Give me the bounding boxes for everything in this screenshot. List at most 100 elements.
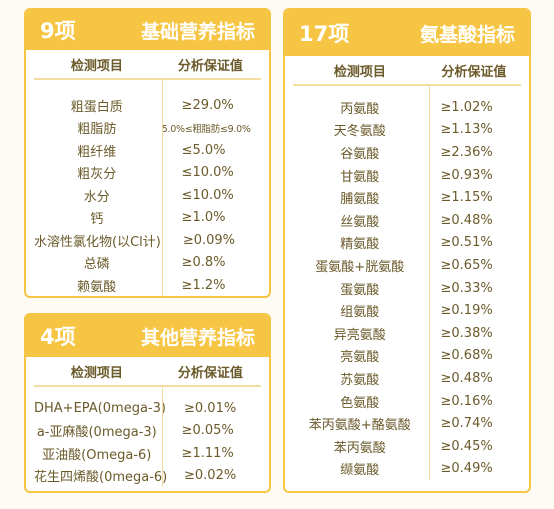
item-value: ≥1.13% bbox=[440, 122, 493, 138]
item-name: 亮氨酸 bbox=[340, 350, 380, 366]
table-row: 色氨酸 ≥0.16% bbox=[293, 390, 521, 413]
card-title: 氨基酸指标 bbox=[419, 23, 515, 46]
item-name: 水溶性氯化物(以Cl计) bbox=[34, 234, 161, 250]
item-value: ≤10.0% bbox=[181, 165, 234, 181]
item-value: ≥0.68% bbox=[440, 348, 493, 364]
item-name: 丙氨酸 bbox=[340, 101, 380, 117]
column-value-label: 分析保证值 bbox=[177, 365, 243, 381]
item-name: 水分 bbox=[83, 189, 110, 205]
item-value: ≥1.11% bbox=[181, 445, 234, 461]
item-name: 花生四烯酸(0mega-6) bbox=[34, 470, 168, 486]
item-name: 精氨酸 bbox=[340, 237, 380, 253]
item-name: 粗蛋白质 bbox=[70, 99, 123, 115]
card-header: 9项 基础营养指标 bbox=[26, 10, 269, 50]
item-value: ≥0.49% bbox=[440, 461, 493, 477]
card-header: 17项 氨基酸指标 bbox=[285, 10, 529, 56]
table-row: 钙 ≥1.0% bbox=[34, 207, 261, 230]
item-name: 总磷 bbox=[83, 257, 110, 273]
item-value: ≥0.19% bbox=[440, 303, 493, 319]
column-header: 检测项目 分析保证值 bbox=[34, 357, 261, 387]
item-name: 苯丙氨酸+酪氨酸 bbox=[308, 418, 411, 434]
column-item-label: 检测项目 bbox=[70, 58, 123, 74]
item-name: 异亮氨酸 bbox=[333, 327, 386, 343]
column-value-label: 分析保证值 bbox=[441, 64, 507, 80]
item-value: ≥0.33% bbox=[440, 280, 493, 296]
table-row: 脯氨酸 ≥1.15% bbox=[293, 186, 521, 209]
column-divider bbox=[162, 80, 163, 296]
item-name: 谷氨酸 bbox=[340, 146, 380, 162]
item-count: 17项 bbox=[299, 22, 350, 46]
item-name: 苏氨酸 bbox=[340, 372, 380, 388]
table-row: 异亮氨酸 ≥0.38% bbox=[293, 322, 521, 345]
table-row: 甘氨酸 ≥0.93% bbox=[293, 164, 521, 187]
item-name: a-亚麻酸(0mega-3) bbox=[36, 425, 157, 441]
column-header: 检测项目 分析保证值 bbox=[34, 50, 261, 80]
table-row: 粗纤维 ≤5.0% bbox=[34, 139, 261, 162]
table-row: 水溶性氯化物(以Cl计) ≥0.09% bbox=[34, 229, 261, 252]
table-row: a-亚麻酸(0mega-3) ≥0.05% bbox=[34, 420, 261, 443]
item-value: ≥1.2% bbox=[181, 277, 226, 293]
item-value: ≤5.0% bbox=[181, 142, 226, 158]
table-row: 组氨酸 ≥0.19% bbox=[293, 299, 521, 322]
amino-table: 丙氨酸 ≥1.02% 天冬氨酸 ≥1.13% 谷氨酸 ≥2.36% 甘氨酸 ≥0.93%… bbox=[293, 86, 521, 481]
item-value: ≥0.8% bbox=[181, 255, 226, 271]
item-name: 缬氨酸 bbox=[340, 463, 380, 479]
table-row: 粗脂肪 5.0%≤粗脂肪≤9.0% bbox=[34, 117, 261, 140]
item-name: 粗纤维 bbox=[77, 144, 117, 160]
table-row: 赖氨酸 ≥1.2% bbox=[34, 274, 261, 296]
table-row: 谷氨酸 ≥2.36% bbox=[293, 141, 521, 164]
column-value-label: 分析保证值 bbox=[177, 58, 243, 74]
item-count: 9项 bbox=[40, 19, 76, 43]
item-name: 甘氨酸 bbox=[340, 169, 380, 185]
basic-nutrition-card: 9项 基础营养指标 检测项目 分析保证值 粗蛋白质 ≥29.0% 粗脂肪 5.0%≤… bbox=[24, 8, 271, 298]
item-value: ≥29.0% bbox=[181, 97, 234, 113]
item-value: ≥0.05% bbox=[181, 423, 234, 439]
item-value: ≥0.38% bbox=[440, 325, 493, 341]
item-value: ≤10.0% bbox=[181, 187, 234, 203]
item-name: 粗脂肪 bbox=[77, 122, 117, 138]
table-row: 亮氨酸 ≥0.68% bbox=[293, 345, 521, 368]
column-header: 检测项目 分析保证值 bbox=[293, 56, 521, 86]
column-divider bbox=[429, 86, 430, 481]
item-value: ≥0.51% bbox=[440, 235, 493, 251]
item-value: ≥1.02% bbox=[440, 99, 493, 115]
item-name: 亚油酸(Omega-6) bbox=[42, 447, 152, 463]
table-row: 苏氨酸 ≥0.48% bbox=[293, 367, 521, 390]
table-row: 粗灰分 ≤10.0% bbox=[34, 162, 261, 185]
card-title: 其他营养指标 bbox=[140, 326, 255, 349]
table-row: 缬氨酸 ≥0.49% bbox=[293, 458, 521, 481]
table-row: 苯丙氨酸 ≥0.45% bbox=[293, 435, 521, 458]
item-value: ≥0.16% bbox=[440, 393, 493, 409]
item-value: ≥0.74% bbox=[440, 416, 493, 432]
item-name: 粗灰分 bbox=[77, 167, 117, 183]
table-row: 天冬氨酸 ≥1.13% bbox=[293, 119, 521, 142]
item-value: ≥0.65% bbox=[440, 257, 493, 273]
item-value: ≥1.15% bbox=[440, 190, 493, 206]
table-row: 水分 ≤10.0% bbox=[34, 184, 261, 207]
item-name: 脯氨酸 bbox=[340, 192, 380, 208]
item-value: ≥0.09% bbox=[182, 232, 236, 248]
table-row: 精氨酸 ≥0.51% bbox=[293, 232, 521, 255]
item-name: DHA+EPA(0mega-3) bbox=[34, 400, 166, 416]
table-row: 丙氨酸 ≥1.02% bbox=[293, 96, 521, 119]
item-name: 赖氨酸 bbox=[77, 279, 117, 295]
other-table: DHA+EPA(0mega-3) ≥0.01% a-亚麻酸(0mega-3) ≥0.… bbox=[34, 387, 261, 487]
item-value: ≥0.48% bbox=[440, 370, 493, 386]
card-header: 4项 其他营养指标 bbox=[26, 315, 269, 357]
amino-acid-card: 17项 氨基酸指标 检测项目 分析保证值 丙氨酸 ≥1.02% 天冬氨酸 ≥1.13… bbox=[283, 8, 531, 493]
table-row: 丝氨酸 ≥0.48% bbox=[293, 209, 521, 232]
item-value: 5.0%≤粗脂肪≤9.0% bbox=[161, 123, 251, 135]
item-value: ≥0.93% bbox=[440, 167, 493, 183]
item-name: 蛋氨酸+胱氨酸 bbox=[315, 259, 405, 275]
item-name: 色氨酸 bbox=[340, 395, 380, 411]
item-value: ≥0.45% bbox=[440, 438, 493, 454]
item-name: 丝氨酸 bbox=[340, 214, 380, 230]
item-name: 钙 bbox=[90, 212, 104, 228]
item-value: ≥0.01% bbox=[184, 400, 237, 416]
table-row: 苯丙氨酸+酪氨酸 ≥0.74% bbox=[293, 412, 521, 435]
other-nutrition-card: 4项 其他营养指标 检测项目 分析保证值 DHA+EPA(0mega-3) ≥0.… bbox=[24, 313, 271, 493]
item-name: 组氨酸 bbox=[340, 305, 380, 321]
column-divider bbox=[162, 387, 163, 487]
table-row: DHA+EPA(0mega-3) ≥0.01% bbox=[34, 397, 261, 420]
table-row: 蛋氨酸 ≥0.33% bbox=[293, 277, 521, 300]
